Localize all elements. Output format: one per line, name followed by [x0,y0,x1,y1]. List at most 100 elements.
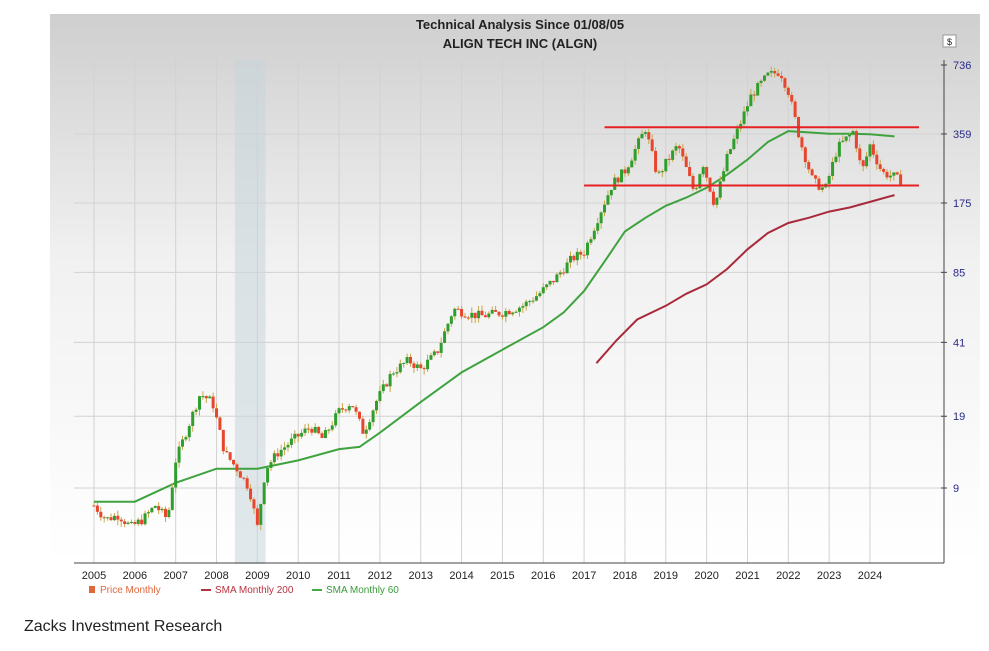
candle-body [242,477,246,479]
y-tick-label-19: 19 [953,411,965,423]
candle-body [99,511,103,518]
candle-body [517,307,521,312]
sma-60-layer [94,130,895,503]
x-tick-label-2023: 2023 [817,570,841,582]
candle-body [511,312,515,315]
candle-body [276,453,280,457]
candle-body [756,82,760,96]
candle-body [225,451,229,453]
candle-body [443,331,447,343]
candle-body [497,311,501,316]
candle-body [483,315,487,318]
candle-body [814,175,818,179]
candle-body [432,351,436,356]
candle-body [364,429,368,434]
candle-body [664,158,668,172]
candle-body [320,433,324,439]
stock-chart: 736 359 175 85 41 19 9 2005 2006 2007 2008 2009 201… [50,14,980,596]
candle-body [211,396,215,409]
candle-body [140,519,144,525]
candle-body [283,447,287,450]
candle-body [272,453,276,463]
candle-body [313,426,317,433]
candle-body [844,136,848,141]
candle-body [184,437,188,440]
plot-background [50,14,980,564]
candle-body [633,148,637,161]
candle-body [317,426,321,434]
candle-body [745,106,749,112]
candle-body [480,310,484,316]
candle-body [895,172,899,175]
candle-body [167,509,171,518]
candle-body [752,94,756,96]
candle-body [436,351,440,353]
candle-body [395,372,399,374]
x-tick-label-2010: 2010 [286,570,310,582]
x-tick-label-2020: 2020 [694,570,718,582]
candle-body [238,471,242,478]
candle-body [885,171,889,178]
candle-body [667,158,671,160]
candle-body [637,138,641,149]
candle-body [296,433,300,437]
x-tick-label-2017: 2017 [572,570,596,582]
candle-body [262,482,266,505]
candle-body [817,178,821,190]
candle-body [827,176,831,184]
candle-body [439,342,443,353]
candle-body [378,391,382,401]
candle-body [279,449,283,457]
candle-body [507,310,511,315]
x-tick-label-2016: 2016 [531,570,555,582]
candle-body [385,384,389,387]
candle-body [534,296,538,301]
candle-body [221,429,225,452]
candle-body [174,462,178,488]
candle-body [306,428,310,430]
x-tick-label-2021: 2021 [735,570,759,582]
candle-body [368,422,372,430]
candle-body [337,408,341,414]
sma-60-line [94,130,895,503]
candle-body [456,308,460,310]
candle-body [269,462,273,468]
candle-body [405,357,409,364]
candle-body [252,499,256,509]
legend-sma60-label: SMA Monthly 60 [326,585,399,596]
candle-body [888,175,892,178]
candle-body [327,429,331,431]
candle-body [323,430,327,439]
candle-body [715,197,719,205]
candle-body [500,315,504,317]
candle-body [201,396,205,398]
candle-body [524,301,528,307]
candle-body [773,71,777,74]
y-tick-label-41: 41 [953,337,965,349]
candle-body [575,251,579,261]
currency-badge: $ [947,37,952,47]
x-tick-label-2015: 2015 [490,570,514,582]
candle-body [694,188,698,190]
candle-body [361,418,365,434]
candle-body [820,187,824,190]
candle-body [603,204,607,213]
chart-title: Technical Analysis Since 01/08/05 [416,17,624,32]
candle-body [711,191,715,205]
candle-body [194,409,198,412]
candle-body [616,177,620,183]
x-tick-label-2012: 2012 [368,570,392,582]
candle-body [259,504,263,525]
candle-body [109,517,113,521]
candle-body [735,128,739,139]
candle-body [286,444,290,448]
candle-body [215,408,219,418]
candle-body [776,73,780,76]
candle-body [470,312,474,318]
candle-body [357,411,361,419]
x-tick-labels: 2005 2006 2007 2008 2009 2010 2011 2012 2013 2014… [82,570,882,582]
candle-body [255,508,259,525]
candle-body [330,425,334,430]
candle-body [426,359,430,370]
candle-body [568,255,572,263]
